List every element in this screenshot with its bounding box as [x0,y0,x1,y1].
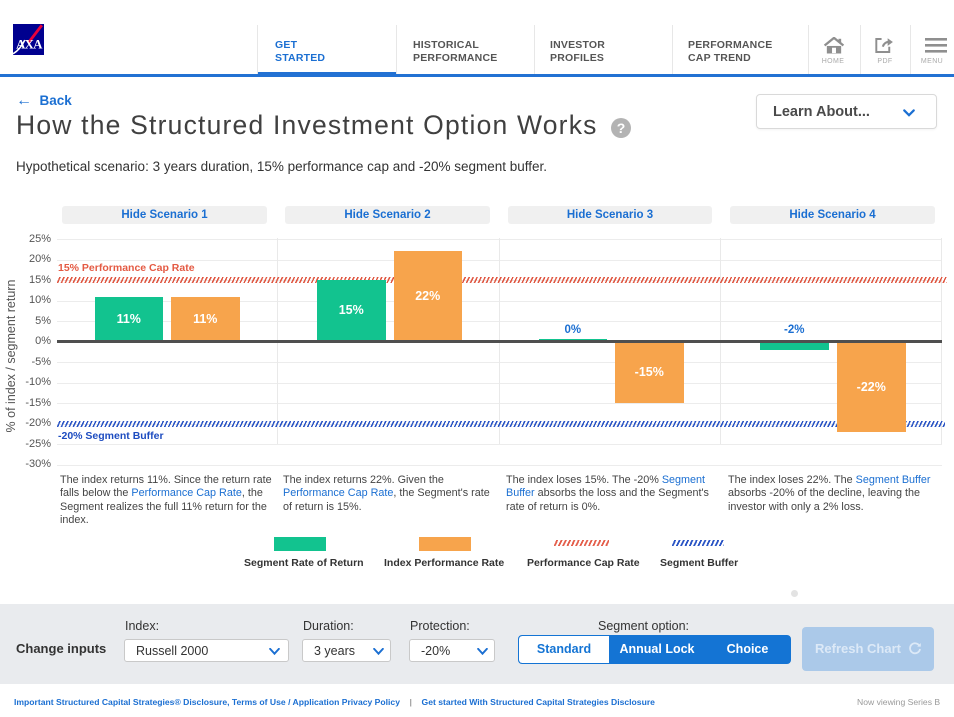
svg-text:AXA: AXA [16,37,43,51]
